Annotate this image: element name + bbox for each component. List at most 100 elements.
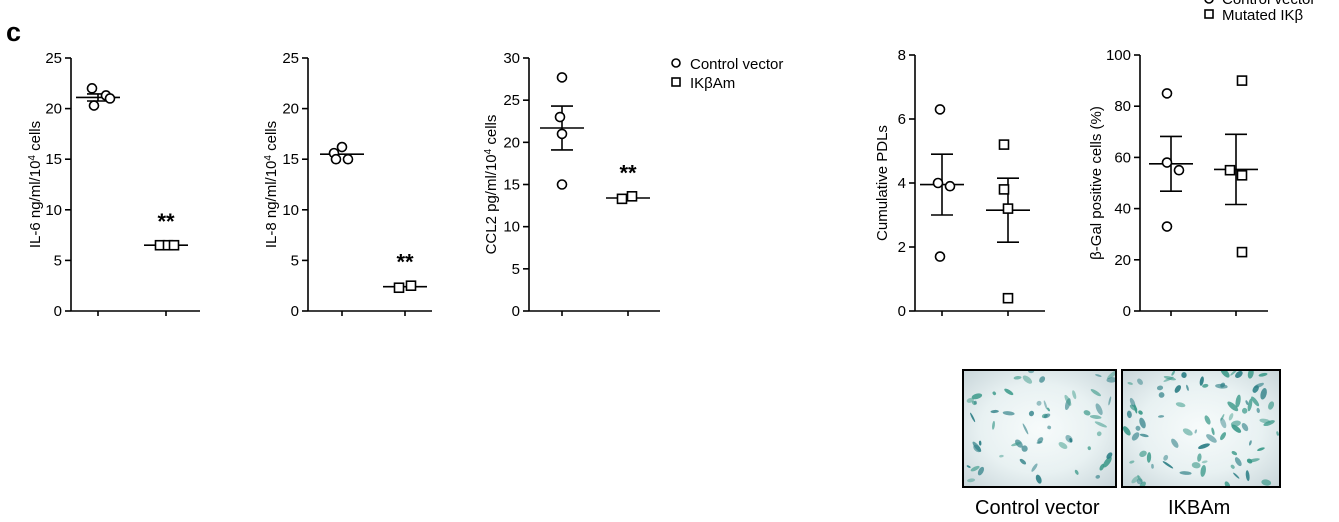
stained-cell (1037, 437, 1044, 444)
stained-cell (1171, 371, 1175, 376)
stained-cell (1263, 420, 1275, 427)
chart-bgal: 0 20 40 60 80 100 β-Gal positive cells (%) (1088, 47, 1268, 320)
stained-cell (1220, 417, 1227, 429)
data-point-circle (1161, 221, 1173, 232)
y-tick-label: 25 (282, 50, 299, 67)
stained-cell (1200, 464, 1206, 477)
stained-cell (971, 393, 983, 400)
data-point-square (1236, 75, 1248, 86)
significance-annotation: ** (396, 250, 414, 275)
data-point-square (1002, 292, 1014, 304)
stained-cell (992, 391, 997, 396)
y-tick-label: 20 (45, 101, 62, 118)
y-tick-label: 10 (282, 202, 299, 219)
data-point-square (626, 191, 638, 202)
y-tick-label: 10 (45, 202, 62, 219)
stained-cell (1191, 462, 1201, 469)
stained-cell (1186, 384, 1189, 391)
data-point-square (168, 239, 180, 251)
stained-cell (1235, 394, 1241, 408)
stained-cell (1090, 389, 1101, 397)
data-point-square (1002, 203, 1014, 214)
stained-cell (1004, 388, 1014, 396)
y-tick-label: 20 (503, 134, 520, 151)
y-tick-label: 30 (503, 50, 520, 67)
chart-il6: 0 5 10 15 20 25 IL-6 ng/ml/104 cells ** (27, 50, 200, 320)
data-point-circle (934, 104, 946, 115)
stained-cell (1181, 372, 1187, 379)
stained-cell (1227, 401, 1239, 412)
data-point-circle (934, 251, 946, 262)
stained-cell (1107, 371, 1115, 380)
legend-circle-marker (1204, 0, 1214, 4)
legend-inline-label-control: Control vector (690, 56, 783, 73)
stained-cell (972, 400, 976, 405)
y-tick-label: 6 (898, 111, 906, 128)
data-point-circle (1173, 164, 1185, 176)
stained-cell (1064, 394, 1072, 406)
stained-cell (1013, 375, 1022, 380)
stained-cell (1108, 396, 1112, 406)
stained-cell (1228, 413, 1234, 421)
data-point-circle (342, 153, 354, 165)
data-point-circle (556, 72, 568, 83)
stained-cell (1199, 376, 1204, 386)
stained-cell (1043, 400, 1048, 410)
stained-cell (1254, 382, 1264, 388)
chart-il8: 0 5 10 15 20 25 IL-8 ng/ml/104 cells ** (263, 50, 432, 320)
stained-cell (1058, 442, 1068, 449)
data-point-square (393, 282, 405, 294)
stained-cell (1247, 371, 1254, 379)
stained-cell (1156, 385, 1164, 391)
stained-cell (1139, 450, 1147, 457)
stained-cell (1021, 445, 1028, 452)
stained-cell (966, 397, 974, 403)
stained-cell (1047, 425, 1052, 430)
legend-inline-square (671, 77, 681, 87)
chart-ccl2: 0 5 10 15 20 25 30 CCL2 pg/ml/104 cells ** (483, 50, 660, 320)
stained-cell (1151, 463, 1154, 469)
stained-cell (1131, 475, 1140, 484)
stained-cell (1095, 374, 1102, 377)
y-tick-label: 20 (282, 101, 299, 118)
y-tick-label: 15 (282, 151, 299, 168)
stained-cell (1248, 440, 1252, 446)
y-tick-label: 0 (512, 303, 520, 320)
stained-cell (1028, 410, 1035, 417)
stained-cell (1146, 452, 1152, 463)
stained-cell (1211, 427, 1215, 436)
data-point-circle (1161, 88, 1173, 99)
micrograph-mutant (1121, 369, 1281, 488)
stained-cell (1241, 422, 1249, 432)
stained-cell (999, 454, 1004, 458)
stained-cell (1220, 432, 1227, 441)
stained-cell (1261, 479, 1272, 486)
stained-cell (972, 441, 982, 452)
y-tick-label: 8 (898, 47, 906, 64)
legend-inline-label-mutant: IKβAm (690, 75, 735, 92)
data-point-square (405, 280, 417, 292)
data-point-square (616, 193, 628, 205)
stained-cell (1139, 433, 1149, 438)
y-tick-label: 10 (503, 219, 520, 236)
stained-cell (966, 465, 971, 468)
stained-cell (1197, 453, 1202, 462)
stained-cell (1230, 371, 1237, 376)
y-tick-label: 5 (54, 252, 62, 269)
stained-cell (1174, 385, 1182, 393)
micrograph-control-cells (966, 371, 1115, 484)
stained-cell (1220, 382, 1226, 388)
stained-cell (1126, 410, 1132, 419)
stained-cell (1276, 431, 1279, 436)
y-tick-label: 0 (54, 303, 62, 320)
caption-ikbam: IKBAm (1168, 497, 1231, 519)
stained-cell (1230, 464, 1235, 469)
y-tick-label: 25 (503, 92, 520, 109)
stained-cell (1123, 426, 1131, 436)
stained-cell (992, 420, 995, 430)
stained-cell (1256, 407, 1260, 414)
data-point-square (998, 139, 1010, 150)
stained-cell (1231, 451, 1238, 456)
stained-cell (1245, 400, 1249, 405)
